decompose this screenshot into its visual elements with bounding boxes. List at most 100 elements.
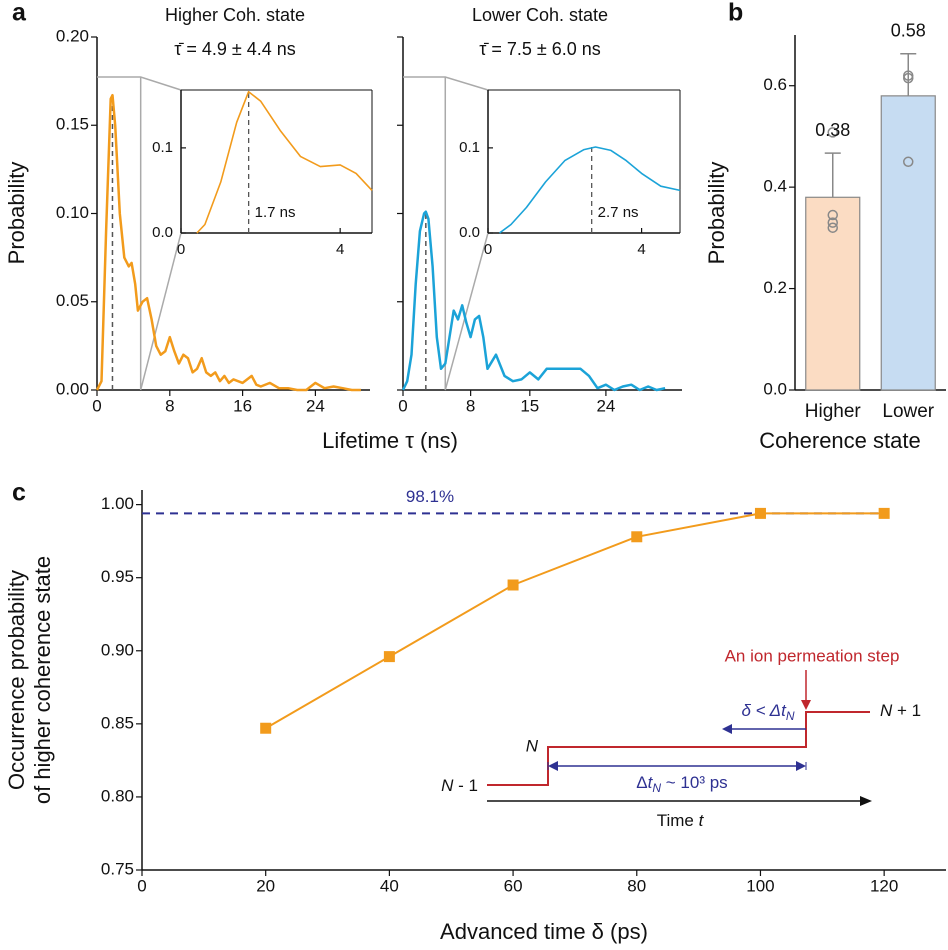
annotation: An ion permeation step xyxy=(725,646,900,665)
x-tick-label: 15 xyxy=(520,396,539,415)
step-line xyxy=(487,711,870,786)
annotation: N - 1 xyxy=(441,776,478,795)
y-tick-label: 0.90 xyxy=(101,640,134,659)
x-tick-label: Lower xyxy=(882,401,934,422)
y-tick-label: 0.95 xyxy=(101,567,134,586)
data-point xyxy=(903,72,914,84)
arrow-head xyxy=(796,761,806,771)
y-tick-label: 0.0 xyxy=(459,224,480,241)
x-tick-label: 0 xyxy=(398,396,407,415)
y-tick-label: 0.4 xyxy=(763,177,787,196)
y-tick-label: 0.2 xyxy=(763,278,787,297)
y-tick-label: 0.10 xyxy=(56,203,89,222)
zoom-guide xyxy=(139,232,182,391)
zoom-guide xyxy=(444,232,489,391)
peak-label: 1.7 ns xyxy=(255,204,296,221)
x-tick-label: 24 xyxy=(306,396,325,415)
data-point xyxy=(903,156,914,168)
y-tick-label: 0.1 xyxy=(459,139,480,156)
y-axis-label: of higher coherence state xyxy=(30,556,55,804)
y-axis-label: Probability xyxy=(704,162,729,265)
annotation: N xyxy=(526,736,539,755)
annotation: t xyxy=(648,773,654,792)
x-tick-label: 0 xyxy=(92,396,101,415)
y-tick-label: 0.75 xyxy=(101,859,134,878)
annotation: δ < ΔtN xyxy=(741,701,794,723)
arrow-head xyxy=(801,700,811,710)
annotation: t xyxy=(781,701,787,720)
annotation: N + 1 xyxy=(880,701,921,720)
x-tick-label: 4 xyxy=(637,241,645,258)
annotation: N xyxy=(880,701,893,720)
value-label: 0.58 xyxy=(891,21,926,41)
x-tick-label: Higher xyxy=(805,401,862,422)
annotation: N xyxy=(786,709,795,723)
panel-letter: b xyxy=(728,0,743,27)
y-tick-label: 1.00 xyxy=(101,494,134,513)
annotation: - 1 xyxy=(453,776,478,795)
annotation: + 1 xyxy=(892,701,921,720)
data-point xyxy=(827,127,838,138)
y-tick-label: 0.20 xyxy=(56,26,89,45)
data-point xyxy=(827,222,838,233)
x-tick-label: 40 xyxy=(380,876,399,895)
x-tick-label: 16 xyxy=(233,396,252,415)
x-axis-label: Coherence state xyxy=(759,428,920,453)
panel-title: Lower Coh. state xyxy=(472,5,608,25)
data-point xyxy=(827,209,838,221)
y-axis-label: Probability xyxy=(4,162,29,265)
x-tick-label: 100 xyxy=(746,876,774,895)
arrow-head xyxy=(860,796,872,806)
value-label: 0.38 xyxy=(815,120,850,140)
annotation: ΔtN ~ 10³ ps xyxy=(636,773,727,795)
y-tick-label: 0.0 xyxy=(152,224,173,241)
x-tick-label: 24 xyxy=(596,396,615,415)
x-tick-label: 8 xyxy=(165,396,174,415)
y-tick-label: 0.00 xyxy=(56,379,89,398)
panel-letter: a xyxy=(12,0,27,27)
data-marker xyxy=(260,722,272,734)
arrow-head xyxy=(548,761,558,771)
annotation: ~ 10³ ps xyxy=(661,773,728,792)
reference-label: 98.1% xyxy=(406,487,454,506)
inset-bg xyxy=(181,90,372,233)
x-axis-label: Lifetime τ (ns) xyxy=(322,428,458,453)
annotation: t xyxy=(699,811,705,830)
x-tick-label: 80 xyxy=(627,876,646,895)
y-tick-label: 0.85 xyxy=(101,713,134,732)
x-tick-label: 4 xyxy=(336,241,344,258)
annotation: Time xyxy=(657,811,699,830)
data-marker xyxy=(754,507,766,519)
data-marker xyxy=(383,651,395,663)
annotation: Time t xyxy=(657,811,705,830)
x-tick-label: 8 xyxy=(466,396,475,415)
y-tick-label: 0.80 xyxy=(101,786,134,805)
y-tick-label: 0.6 xyxy=(763,75,787,94)
y-axis-label: Occurrence probability xyxy=(4,570,29,790)
data-line xyxy=(265,512,885,730)
zoom-guide xyxy=(97,76,182,91)
y-tick-label: 0.05 xyxy=(56,291,89,310)
x-tick-label: 60 xyxy=(504,876,523,895)
data-line xyxy=(95,93,361,392)
data-marker xyxy=(878,507,890,519)
bar xyxy=(805,196,861,391)
peak-label: 2.7 ns xyxy=(598,204,639,221)
data-marker xyxy=(631,531,643,543)
data-marker xyxy=(507,579,519,591)
y-tick-label: 0.0 xyxy=(763,379,787,398)
arrow-head xyxy=(722,724,732,734)
panel-letter: c xyxy=(12,479,26,507)
annotation: δ < Δ xyxy=(741,701,781,720)
x-tick-label: 0 xyxy=(484,241,492,258)
x-tick-label: 120 xyxy=(870,876,898,895)
y-tick-label: 0.15 xyxy=(56,115,89,134)
data-point xyxy=(827,217,838,228)
x-tick-label: 0 xyxy=(177,241,185,258)
panel-subtitle: τ̄ = 4.9 ± 4.4 ns xyxy=(174,39,296,59)
schematic: An ion permeation step N - 1 N N + 1 δ <… xyxy=(441,646,921,830)
data-line xyxy=(499,146,681,234)
annotation: Δ xyxy=(636,773,647,792)
inset-bg xyxy=(488,90,680,233)
